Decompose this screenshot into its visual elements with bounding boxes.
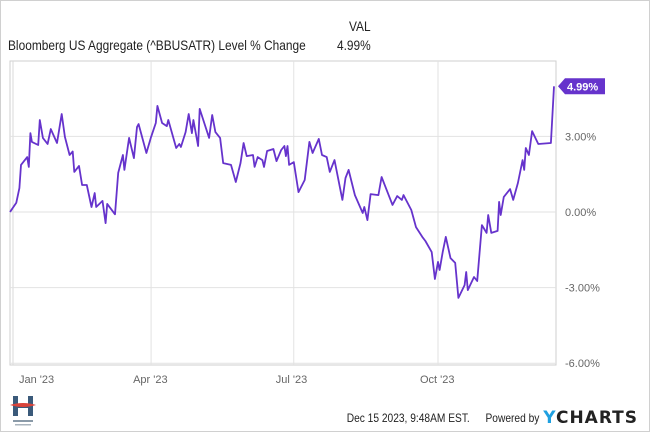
x-tick-label: Apr '23	[133, 374, 168, 386]
y-tick-label: -6.00%	[565, 358, 600, 370]
powered-by-label: Powered by	[485, 411, 540, 425]
series-name: Bloomberg US Aggregate (^BBUSATR) Level …	[8, 37, 306, 53]
last-value-badge	[558, 78, 605, 95]
x-tick-label: Jan '23	[19, 374, 54, 386]
value-column-header: VAL	[349, 18, 371, 34]
ycharts-logo[interactable]: YCHARTS	[543, 408, 638, 428]
series-line	[9, 86, 555, 299]
y-tick-label: -3.00%	[565, 283, 600, 295]
footer: Dec 15 2023, 9:48AM EST. Powered by YCHA…	[325, 408, 638, 428]
timestamp: Dec 15 2023, 9:48AM EST.	[346, 411, 470, 425]
last-value-label: 4.99%	[567, 81, 598, 93]
y-tick-label: 3.00%	[565, 131, 596, 143]
x-tick-label: Oct '23	[420, 374, 455, 386]
x-tick-label: Jul '23	[276, 374, 307, 386]
series-value: 4.99%	[337, 37, 371, 53]
plot-area	[9, 60, 557, 366]
y-tick-label: 0.00%	[565, 207, 596, 219]
company-logo	[10, 396, 36, 426]
